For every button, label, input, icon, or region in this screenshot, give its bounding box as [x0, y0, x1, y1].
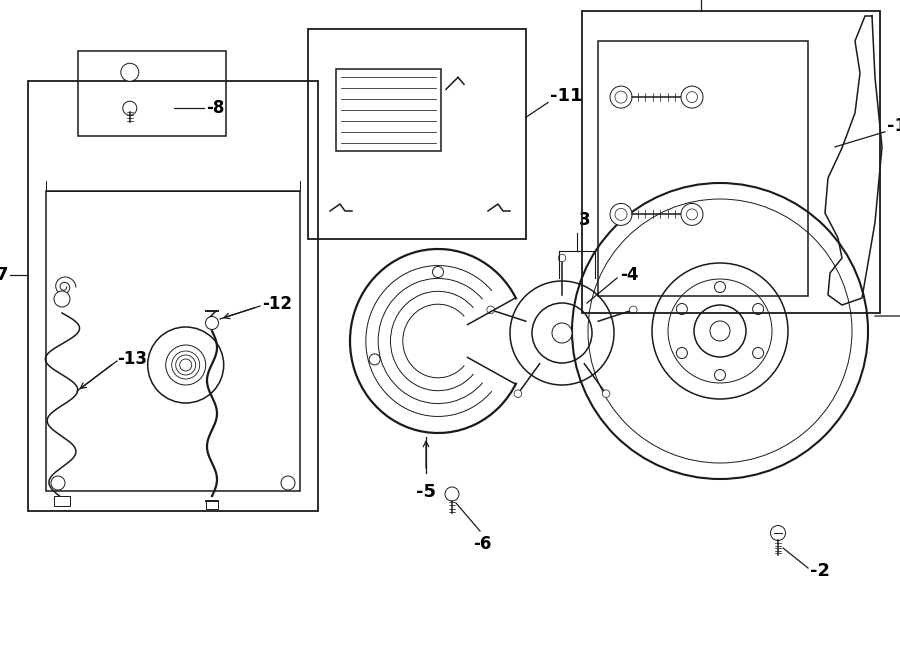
Circle shape [715, 282, 725, 293]
Circle shape [148, 327, 224, 403]
Circle shape [121, 63, 139, 81]
Text: -8: -8 [206, 99, 225, 117]
Circle shape [615, 91, 627, 103]
Text: -2: -2 [810, 562, 830, 580]
Circle shape [681, 86, 703, 108]
Bar [46, 191, 300, 491]
Bar [336, 69, 441, 151]
Text: -10: -10 [887, 117, 900, 135]
Circle shape [629, 306, 637, 313]
Circle shape [54, 291, 70, 307]
Circle shape [166, 345, 206, 385]
Text: 3: 3 [580, 211, 590, 229]
Circle shape [610, 86, 632, 108]
Text: -5: -5 [416, 483, 436, 501]
Circle shape [205, 317, 219, 329]
Text: -11: -11 [550, 87, 582, 105]
Text: -12: -12 [262, 295, 292, 313]
Circle shape [710, 321, 730, 341]
Bar [78, 51, 226, 136]
Circle shape [752, 303, 763, 315]
Circle shape [770, 525, 786, 541]
Bar [206, 501, 218, 509]
Bar [54, 496, 70, 506]
Bar [28, 81, 318, 511]
Circle shape [677, 303, 688, 315]
Text: -6: -6 [472, 535, 491, 553]
Circle shape [51, 476, 65, 490]
Circle shape [615, 208, 627, 220]
Text: -4: -4 [620, 266, 638, 284]
Circle shape [281, 476, 295, 490]
Bar [308, 29, 526, 239]
Circle shape [681, 204, 703, 225]
Bar [582, 11, 880, 313]
Circle shape [445, 487, 459, 501]
Text: 7: 7 [0, 266, 8, 284]
Circle shape [122, 101, 137, 115]
Circle shape [610, 204, 632, 225]
Circle shape [602, 390, 610, 397]
Circle shape [677, 348, 688, 358]
Circle shape [552, 323, 572, 343]
Text: -13: -13 [117, 350, 147, 368]
Circle shape [487, 306, 494, 313]
Circle shape [752, 348, 763, 358]
Circle shape [687, 209, 698, 220]
Circle shape [715, 369, 725, 381]
Circle shape [687, 92, 698, 102]
Bar [598, 41, 808, 296]
Circle shape [558, 254, 566, 262]
Circle shape [514, 390, 522, 397]
